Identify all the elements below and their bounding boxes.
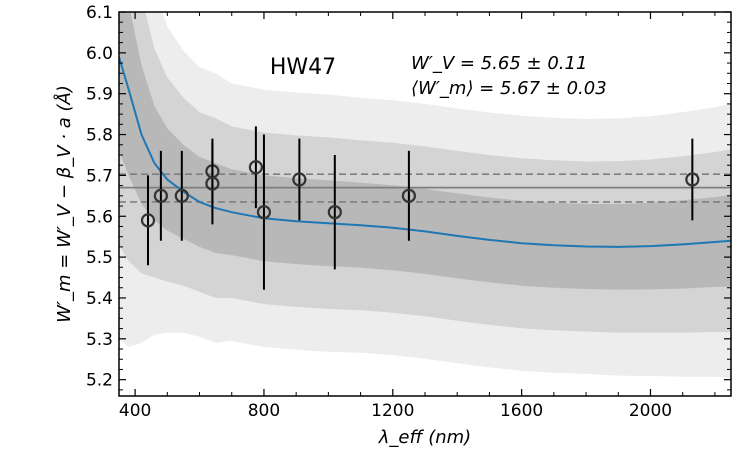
model-curve <box>119 56 731 248</box>
annotation-line-1: W′_V = 5.65 ± 0.11 <box>411 53 587 74</box>
x-tick-label: 400 <box>119 401 151 421</box>
data-point <box>685 138 700 221</box>
y-tick-label: 5.8 <box>86 126 113 146</box>
x-tick-label: 800 <box>248 401 280 421</box>
y-tick-label: 5.2 <box>86 371 113 391</box>
data-points <box>140 126 700 290</box>
data-point <box>205 142 220 225</box>
point-marker <box>256 205 272 220</box>
point-marker <box>327 205 342 220</box>
data-point <box>292 138 307 221</box>
y-tick-label: 5.6 <box>86 207 113 227</box>
data-point <box>327 154 342 270</box>
point-marker <box>140 213 156 228</box>
model-curve-group <box>119 56 731 248</box>
annotation-line-2: ⟨W′_m⟩ = 5.67 ± 0.03 <box>411 78 607 99</box>
data-point <box>401 150 416 241</box>
y-axis-label: W′_m = W′_V − β_V · a (Å) <box>53 85 75 323</box>
y-tick-label: 5.3 <box>86 330 113 350</box>
band-1-sigma <box>119 12 731 290</box>
data-point <box>174 150 189 241</box>
point-marker <box>401 188 416 203</box>
x-tick-label: 2000 <box>629 401 672 421</box>
x-axis-label: λ_eff (nm) <box>378 427 471 448</box>
point-marker <box>685 172 700 187</box>
data-point <box>140 175 156 266</box>
mean-lines <box>119 173 731 203</box>
point-marker <box>174 188 189 203</box>
point-marker <box>153 188 168 203</box>
y-tick-label: 5.7 <box>86 166 113 186</box>
data-point <box>256 134 272 290</box>
uncertainty-bands <box>119 12 731 378</box>
y-tick-label: 6.0 <box>86 44 113 64</box>
y-tick-label: 5.9 <box>86 85 113 105</box>
data-point <box>248 126 263 209</box>
y-tick-label: 5.4 <box>86 289 113 309</box>
point-marker <box>292 172 307 187</box>
x-tick-label: 1200 <box>371 401 414 421</box>
chart-title: HW47 <box>270 55 336 80</box>
data-point <box>153 150 168 241</box>
y-tick-label: 6.1 <box>86 3 113 23</box>
x-tick-label: 1600 <box>500 401 543 421</box>
axes: 400 800 1200 1600 2000 5.2 5.3 5.4 5.5 5.6 5.7 5.8 5… <box>86 3 731 421</box>
point-marker <box>205 176 220 191</box>
y-tick-label: 5.5 <box>86 248 113 268</box>
point-marker <box>248 160 263 175</box>
